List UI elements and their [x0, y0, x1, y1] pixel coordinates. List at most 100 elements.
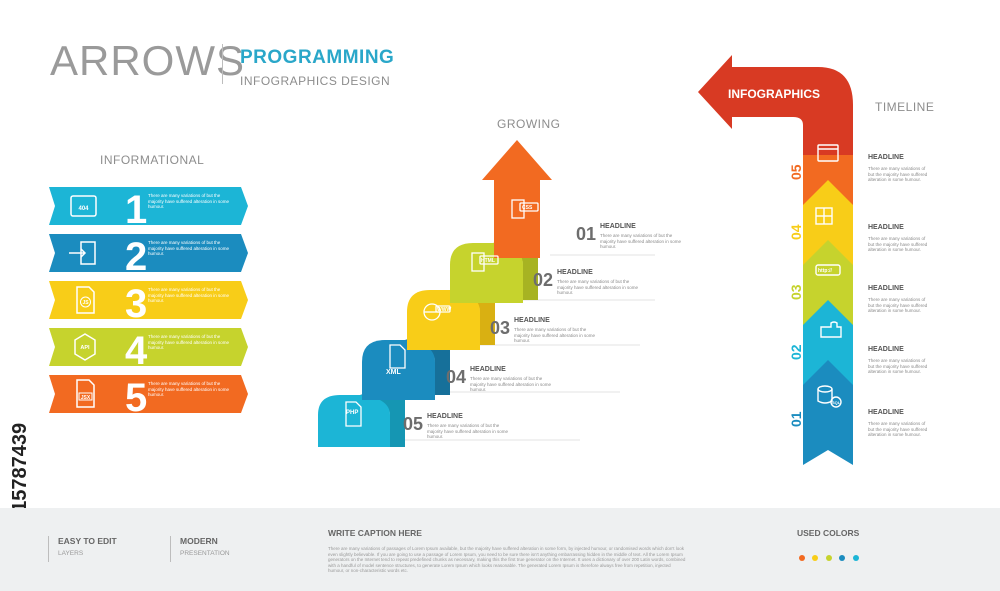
header-subtitle: INFOGRAPHICS DESIGN: [240, 74, 391, 88]
growing-text-1: There are many variations of but the maj…: [600, 233, 681, 249]
growing-text-3: There are many variations of but the maj…: [514, 327, 595, 343]
footer-caption-text: There are many variations of passages of…: [328, 546, 686, 573]
growing-headline-1: HEADLINE: [600, 223, 636, 230]
icon-label: http://: [818, 268, 832, 274]
404-page-icon: [70, 195, 97, 217]
growing-headline-4: HEADLINE: [470, 366, 506, 373]
info-text-5: There are many variations of but the maj…: [148, 381, 229, 397]
used-colors-swatches: [799, 548, 862, 566]
timeline-text-4: There are many variations of but the maj…: [868, 236, 928, 252]
plugin-window-icon: [817, 144, 839, 162]
icon-label: JSX: [81, 395, 91, 401]
footer-easy-label: EASY TO EDIT: [58, 536, 117, 546]
icon-label: PHP: [346, 410, 358, 416]
footer-modern-sub: PRESENTATION: [180, 550, 230, 557]
color-swatch-lime: [825, 555, 832, 561]
icon-label: JS: [82, 300, 89, 306]
info-text-1: There are many variations of but the maj…: [148, 193, 229, 209]
footer-divider: [48, 536, 49, 562]
growing-text-4: There are many variations of but the maj…: [470, 376, 551, 392]
banner-1: 404: [49, 187, 248, 225]
timeline-headline-5: HEADLINE: [868, 154, 904, 161]
timeline-number-1: 01: [788, 411, 804, 427]
growing-number-4: 04: [446, 367, 467, 387]
timeline-headline-3: HEADLINE: [868, 285, 904, 292]
info-text-3: There are many variations of but the maj…: [148, 287, 229, 303]
step-4-shape: [362, 340, 435, 400]
header-divider: [222, 44, 223, 84]
timeline-segment-1: [803, 360, 853, 465]
timeline-text-2: There are many variations of but the maj…: [868, 358, 928, 374]
banner-3: JS: [49, 281, 248, 319]
icon-label: WWW: [437, 307, 451, 313]
header-title: ARROWS: [50, 37, 245, 84]
footer-modern-label: MODERN: [180, 536, 218, 546]
info-number-4: 4: [125, 329, 148, 373]
timeline-text-1: There are many variations of but the maj…: [868, 421, 928, 437]
info-number-2: 2: [125, 235, 147, 279]
xml-file-icon: [389, 344, 406, 369]
icon-label: XML: [386, 369, 402, 376]
footer: EASY TO EDIT LAYERS MODERN PRESENTATION …: [0, 508, 1000, 591]
infographics-arrow-label: INFOGRAPHICS: [728, 87, 820, 101]
color-swatch-cyan: [852, 555, 859, 561]
timeline-text-3: There are many variations of but the maj…: [868, 297, 928, 313]
infographics-arrow: [698, 55, 853, 155]
growing-stairs: CSS HTML WWW XML PHP: [318, 140, 655, 447]
php-file-icon: [345, 401, 362, 427]
timeline-text-5: There are many variations of but the maj…: [868, 166, 928, 182]
color-swatch-orange: [799, 555, 805, 561]
growing-text-5: There are many variations of but the maj…: [427, 423, 508, 439]
timeline-column: INFOGRAPHICS http:// SQL 05 04 03 02 01: [698, 55, 853, 465]
stock-id-watermark: 315787439: [9, 423, 31, 523]
timeline-headline-2: HEADLINE: [868, 346, 904, 353]
icon-label: SQL: [832, 400, 841, 405]
puzzle-icon: [820, 321, 842, 338]
timeline-number-5: 05: [788, 164, 804, 180]
growing-number-2: 02: [533, 270, 554, 290]
timeline-headline-1: HEADLINE: [868, 409, 904, 416]
info-number-5: 5: [125, 376, 147, 420]
timeline-title: TIMELINE: [875, 100, 935, 114]
js-file-icon: [76, 286, 95, 314]
step-3-shape: [407, 290, 480, 350]
growing-headline-2: HEADLINE: [557, 269, 593, 276]
timeline-number-3: 03: [788, 284, 804, 300]
info-text-2: There are many variations of but the maj…: [148, 240, 229, 256]
header-subject: PROGRAMMING: [240, 47, 395, 68]
growing-number-5: 05: [403, 414, 424, 434]
color-swatch-yellow: [812, 555, 819, 561]
step-5-shape: [318, 395, 390, 447]
color-swatch-blue: [839, 555, 846, 561]
footer-easy-sub: LAYERS: [58, 550, 84, 557]
jsx-file-icon: [76, 379, 95, 408]
html-file-icon: [471, 252, 485, 272]
banner-5: JSX: [49, 375, 248, 413]
info-number-3: 3: [125, 282, 147, 326]
stock-id-text: 315787439: [9, 423, 31, 523]
growing-number-3: 03: [490, 318, 511, 338]
timeline-number-2: 02: [788, 344, 804, 360]
growing-headline-5: HEADLINE: [427, 413, 463, 420]
footer-caption-title: WRITE CAPTION HERE: [328, 528, 422, 538]
icon-label: HTML: [481, 258, 495, 264]
footer-used-colors-label: USED COLORS: [797, 528, 860, 538]
growing-text-2: There are many variations of but the maj…: [557, 279, 638, 295]
banner-2: [49, 234, 248, 272]
growing-title: GROWING: [497, 117, 561, 131]
step-1-arrow: [482, 140, 552, 258]
icon-label: API: [80, 345, 90, 351]
informational-title: INFORMATIONAL: [100, 153, 205, 167]
icon-label: CSS: [522, 205, 533, 211]
css-file-icon: [511, 199, 525, 219]
info-text-4: There are many variations of but the maj…: [148, 334, 229, 350]
informational-list: 404 JS API JSX 1 2 3 4: [45, 185, 250, 420]
growing-headline-3: HEADLINE: [514, 317, 550, 324]
banner-4: API: [49, 328, 248, 366]
informational-banners: 404 JS API JSX 1 2 3 4: [49, 187, 248, 420]
api-gear-icon: [74, 333, 96, 361]
growing-number-1: 01: [576, 224, 597, 244]
info-number-1: 1: [125, 188, 147, 232]
http-cursor-icon: [815, 264, 841, 276]
timeline-headline-4: HEADLINE: [868, 224, 904, 231]
